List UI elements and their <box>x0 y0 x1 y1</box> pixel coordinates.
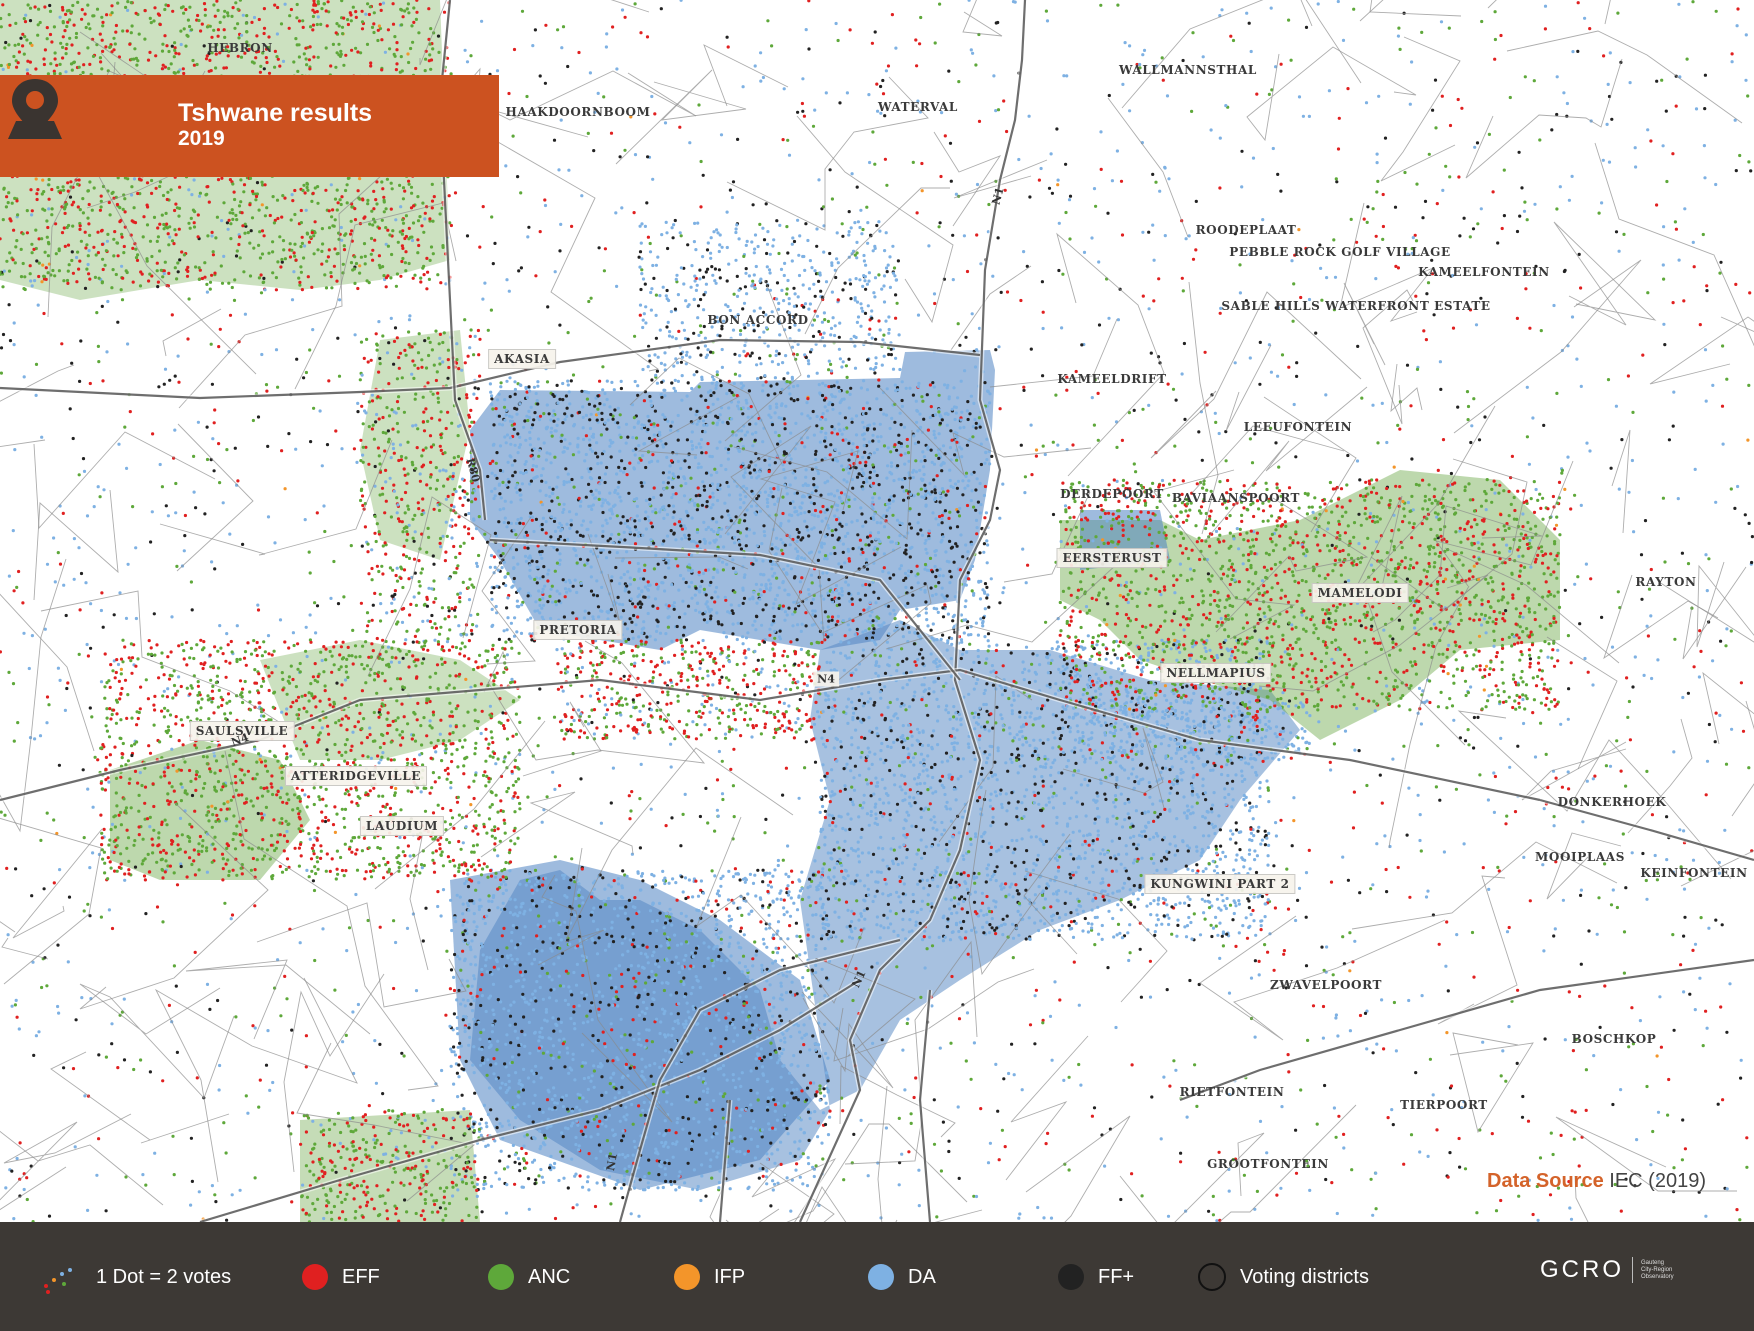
place-label-derdepoort: DERDEPOORT <box>1060 487 1164 501</box>
da-dot-icon <box>868 1264 894 1290</box>
legend-item-ffplus: FF+ <box>1058 1262 1134 1292</box>
data-source-value: IEC (2019) <box>1609 1170 1706 1192</box>
legend-label-voting-districts: Voting districts <box>1240 1265 1369 1288</box>
legend-item-anc: ANC <box>488 1262 570 1292</box>
election-dot-map[interactable]: HEBRON HAAKDOORNBOOM WATERVAL WALLMANNSTHAL… <box>0 0 1754 1222</box>
place-label-zwavelpoort: ZWAVELPOORT <box>1269 978 1383 992</box>
place-label-pretoria: PRETORIA <box>533 620 623 640</box>
place-label-haakdoornboom: HAAKDOORNBOOM <box>505 105 651 119</box>
gcro-logo-divider <box>1632 1257 1633 1283</box>
place-label-keinfontein: KEINFONTEIN <box>1640 866 1748 880</box>
place-label-hebron: HEBRON <box>207 41 273 55</box>
legend-label-da: DA <box>908 1265 936 1288</box>
legend-label-eff: EFF <box>342 1265 380 1288</box>
gcro-logo-line-2: City-Region <box>1641 1266 1673 1273</box>
multi-dot-icon <box>40 1262 80 1294</box>
ifp-dot-icon <box>674 1264 700 1290</box>
gcro-logo-subtitle: Gauteng City-Region Observatory <box>1641 1260 1674 1281</box>
gcro-logo-mark: GCRO <box>1540 1256 1624 1283</box>
place-label-donkerhoek: DONKERHOEK <box>1557 795 1667 809</box>
gcro-logo: GCRO Gauteng City-Region Observatory <box>1540 1256 1674 1284</box>
title-banner: Tshwane results 2019 <box>0 75 499 177</box>
place-label-eersterust: EERSTERUST <box>1056 548 1168 568</box>
place-label-kameeldrift: KAMEELDRIFT <box>1057 372 1167 386</box>
legend-item-da: DA <box>868 1262 936 1292</box>
legend-label-anc: ANC <box>528 1265 571 1288</box>
place-label-rietfontein: RIETFONTEIN <box>1179 1085 1285 1099</box>
road-label-n4: N4 <box>813 671 839 687</box>
place-label-boschkop: BOSCHKOP <box>1571 1032 1657 1046</box>
place-label-akasia: AKASIA <box>488 349 556 369</box>
place-label-pebble-rock-golf-village: PEBBLE ROCK GOLF VILLAGE <box>1229 245 1451 259</box>
map-canvas <box>0 0 1754 1222</box>
data-source: Data Source IEC (2019) <box>1487 1170 1706 1193</box>
area-fill <box>450 860 830 1190</box>
map-year: 2019 <box>178 127 225 150</box>
place-label-laudium: LAUDIUM <box>359 816 445 836</box>
place-label-saulsville: SAULSVILLE <box>189 721 295 741</box>
eff-dot-icon <box>302 1264 328 1290</box>
legend-item-voting-districts: Voting districts <box>1198 1262 1369 1292</box>
data-source-label: Data Source <box>1487 1170 1604 1192</box>
gcro-logo-line-1: Gauteng <box>1641 1259 1665 1266</box>
place-label-tierpoort: TIERPOORT <box>1400 1098 1488 1112</box>
legend-item-eff: EFF <box>302 1262 380 1292</box>
place-label-wallmannsthal: WALLMANNSTHAL <box>1119 63 1257 77</box>
place-label-atteridgeville: ATTERIDGEVILLE <box>285 766 427 786</box>
legend-bar: 1 Dot = 2 votes EFF ANC IFP DA FF+ Votin… <box>0 1222 1754 1331</box>
place-label-grootfontein: GROOTFONTEIN <box>1207 1157 1329 1171</box>
legend-item-ifp: IFP <box>674 1262 745 1292</box>
place-label-bon-accord: BON ACCORD <box>707 313 809 327</box>
place-label-baviaanspoort: BAVIAANSPOORT <box>1171 491 1301 505</box>
place-label-roodeplaat: ROODEPLAAT <box>1195 223 1297 237</box>
place-label-kameelfontein: KAMEELFONTEIN <box>1418 265 1550 279</box>
place-label-nellmapius: NELLMAPIUS <box>1160 663 1272 683</box>
place-label-waterval: WATERVAL <box>878 100 958 114</box>
place-label-mooiplaas: MOOIPLAAS <box>1535 850 1625 864</box>
anc-dot-icon <box>488 1264 514 1290</box>
place-label-kungwini-part-2: KUNGWINI PART 2 <box>1144 874 1296 894</box>
place-label-rayton: RAYTON <box>1635 575 1697 589</box>
map-title: Tshwane results <box>178 99 373 127</box>
legend-dot-scale-label: 1 Dot = 2 votes <box>96 1265 232 1288</box>
place-label-mamelodi: MAMELODI <box>1311 583 1409 603</box>
voting-district-ring-icon <box>1198 1263 1226 1291</box>
ffplus-dot-icon <box>1058 1264 1084 1290</box>
legend-label-ifp: IFP <box>714 1265 746 1288</box>
area-fill <box>110 740 310 880</box>
gcro-logo-line-3: Observatory <box>1641 1273 1674 1280</box>
place-label-leeufontein: LEEUFONTEIN <box>1243 420 1353 434</box>
place-label-sable-hills-waterfront-estate: SABLE HILLS WATERFRONT ESTATE <box>1221 299 1491 313</box>
map-pin-icon <box>8 79 62 139</box>
legend-label-ffplus: FF+ <box>1098 1265 1135 1288</box>
legend-dot-scale: 1 Dot = 2 votes <box>40 1262 232 1294</box>
